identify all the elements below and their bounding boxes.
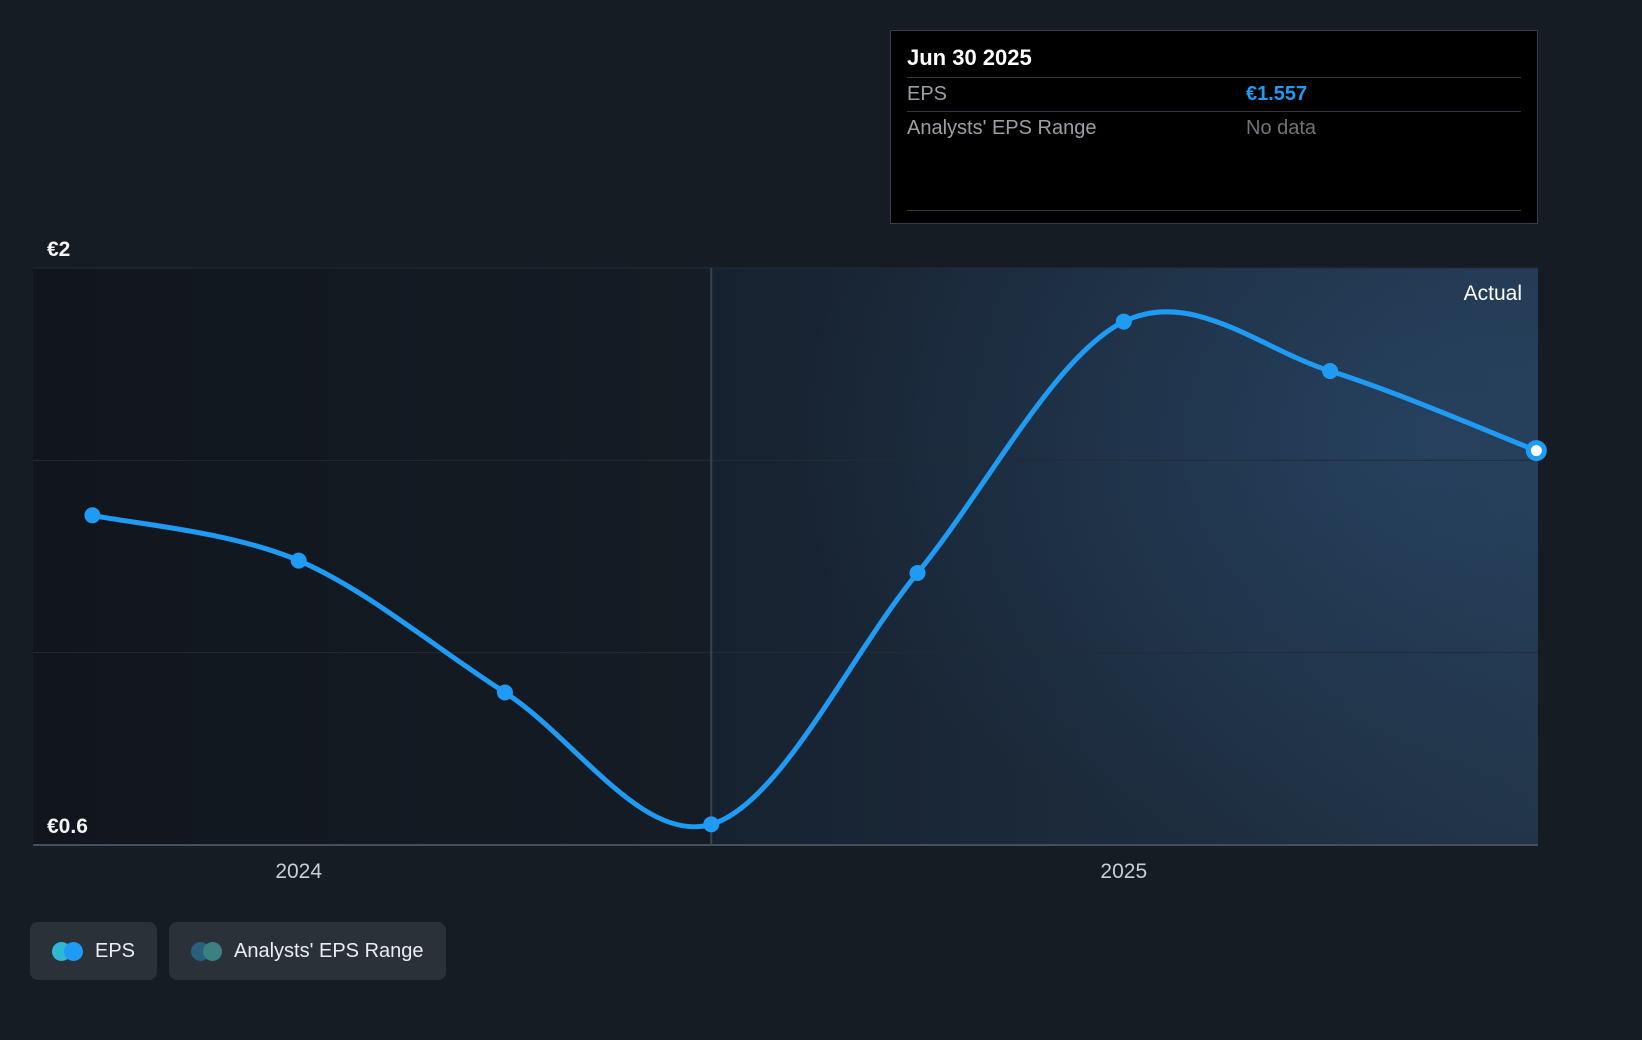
legend-dot bbox=[64, 941, 83, 961]
tooltip-row-analysts-range: Analysts' EPS Range No data bbox=[907, 112, 1521, 145]
legend-dot-pair bbox=[52, 941, 83, 961]
legend: EPS Analysts' EPS Range bbox=[30, 922, 446, 980]
tooltip-row-label: EPS bbox=[907, 83, 948, 105]
legend-dot-pair bbox=[191, 941, 223, 961]
eps-chart[interactable]: 2024 2025 €2 €0.6 Actual bbox=[33, 238, 1547, 883]
tooltip-spacer bbox=[907, 145, 1521, 210]
x-axis-tick: 2024 bbox=[275, 860, 322, 883]
tooltip-row-eps: EPS €1.557 bbox=[907, 78, 1521, 111]
eps-point[interactable] bbox=[703, 816, 720, 833]
tooltip-date-title: Jun 30 2025 bbox=[907, 45, 1032, 70]
eps-point[interactable] bbox=[496, 684, 513, 701]
x-axis-tick: 2025 bbox=[1100, 860, 1147, 883]
tooltip: Jun 30 2025 EPS €1.557 Analysts' EPS Ran… bbox=[890, 30, 1538, 224]
tooltip-separator bbox=[907, 210, 1521, 211]
actual-region-glow bbox=[711, 268, 1538, 845]
tooltip-separator bbox=[907, 111, 1521, 112]
tooltip-range-value: No data bbox=[1246, 117, 1317, 139]
tooltip-eps-value: €1.557 bbox=[1246, 83, 1308, 105]
eps-point[interactable] bbox=[84, 507, 101, 524]
legend-analysts-range[interactable]: Analysts' EPS Range bbox=[169, 922, 446, 980]
eps-chart-svg[interactable]: 2024 2025 €2 €0.6 bbox=[33, 238, 1547, 883]
eps-point[interactable] bbox=[1115, 313, 1132, 330]
legend-label: EPS bbox=[95, 939, 136, 962]
eps-line bbox=[89, 309, 1539, 830]
tooltip-row-label: Analysts' EPS Range bbox=[907, 117, 1097, 139]
eps-point[interactable] bbox=[290, 552, 307, 569]
eps-point-current[interactable] bbox=[1525, 440, 1547, 462]
y-axis-label: €0.6 bbox=[47, 815, 88, 838]
past-region-bg bbox=[33, 268, 712, 845]
y-axis-label: €2 bbox=[47, 238, 70, 261]
legend-label: Analysts' EPS Range bbox=[234, 939, 424, 962]
actual-label: Actual bbox=[1463, 282, 1522, 305]
legend-eps[interactable]: EPS bbox=[30, 922, 158, 980]
tooltip-separator bbox=[907, 77, 1521, 78]
eps-point[interactable] bbox=[1322, 363, 1339, 380]
legend-dot bbox=[203, 941, 223, 961]
eps-point[interactable] bbox=[909, 564, 926, 581]
